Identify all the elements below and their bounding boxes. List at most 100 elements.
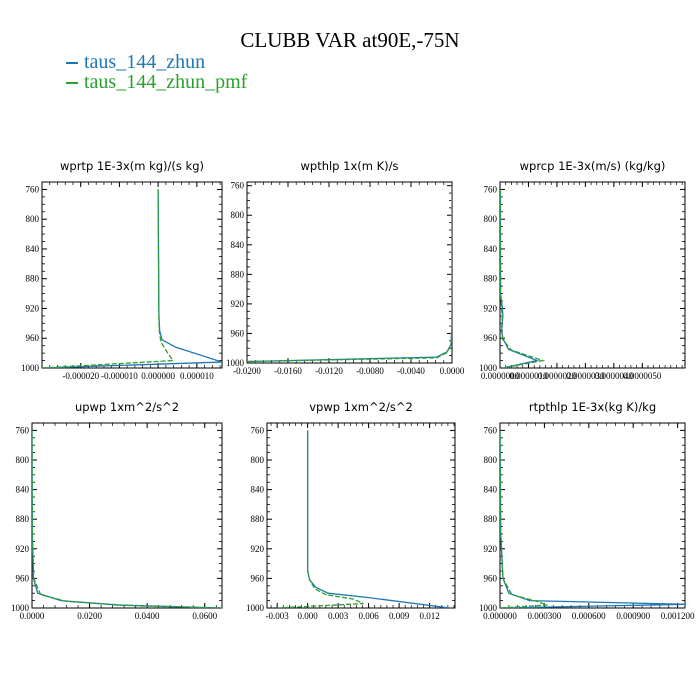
chart-title-3: wprcp 1E-3x(m/s) (kg/kg) — [520, 159, 666, 173]
series-line-2 — [32, 430, 222, 608]
y-tick-label: 760 — [251, 425, 265, 435]
y-tick-label: 880 — [26, 274, 40, 284]
y-tick-label: 800 — [251, 455, 265, 465]
legend-label-1: taus_144_zhun — [84, 51, 206, 73]
x-tick-label: 0.0000050 — [623, 371, 662, 381]
y-tick-label: 760 — [26, 184, 40, 194]
y-tick-label: 840 — [16, 485, 30, 495]
chart-panel-1: wprtp 1E-3x(m kg)/(s kg) 760 800 840 880 920 9… — [21, 159, 223, 381]
x-tick-label: 0.0200 — [77, 611, 102, 621]
y-tick-label: 880 — [231, 269, 245, 279]
x-tick-label: -0.003 — [266, 611, 290, 621]
y-tick-label: 760 — [231, 181, 245, 191]
y-tick-label: 1000 — [226, 358, 245, 368]
y-tick-label: 840 — [231, 240, 245, 250]
y-tick-label: 880 — [484, 274, 498, 284]
y-tick-label: 760 — [16, 425, 30, 435]
x-tick-label: 0.0000020 — [538, 371, 577, 381]
x-tick-label: 0.0000 — [20, 611, 45, 621]
series-line-1 — [247, 185, 452, 363]
series-line-2 — [500, 430, 548, 608]
series-line-2 — [247, 185, 452, 363]
x-tick-label: 0.0000040 — [595, 371, 634, 381]
chart-panel-5: vpwp 1xm^2/s^2 760 800 840 880 920 960 1000-0.0… — [246, 400, 456, 621]
x-tick-label: -0.0080 — [356, 366, 384, 376]
y-tick-label: 840 — [484, 485, 498, 495]
chart-title-6: rtpthlp 1E-3x(kg K)/kg — [529, 400, 656, 414]
plot-frame — [499, 181, 686, 369]
y-tick-label: 880 — [484, 514, 498, 524]
x-tick-label: 0.000000 — [483, 611, 517, 621]
y-tick-label: 880 — [16, 514, 30, 524]
x-tick-label: 0.000 — [298, 611, 319, 621]
chart-panel-2: wpthlp 1x(m K)/s7608008408809209601000-0… — [226, 159, 465, 376]
y-tick-label: 760 — [484, 425, 498, 435]
x-tick-label: 0.0000 — [440, 366, 465, 376]
series-line-1 — [32, 430, 222, 608]
y-tick-label: 960 — [231, 328, 245, 338]
x-tick-label: 0.0400 — [135, 611, 160, 621]
series-line-1 — [42, 189, 222, 368]
chart-title-2: wpthlp 1x(m K)/s — [300, 159, 398, 173]
y-tick-label: 1000 — [246, 603, 265, 613]
y-tick-label: 800 — [26, 214, 40, 224]
chart-panel-6: rtpthlp 1E-3x(kg K)/kg 760 800 840 880 920 960… — [479, 400, 695, 621]
series-line-1 — [306, 430, 451, 608]
plot-frame — [246, 181, 453, 364]
x-tick-label: 0.001200 — [661, 611, 695, 621]
y-tick-label: 800 — [231, 210, 245, 220]
x-tick-label: 0.012 — [419, 611, 439, 621]
plot-frame — [266, 422, 456, 609]
x-tick-label: -0.0120 — [315, 366, 343, 376]
x-tick-label: 0.009 — [389, 611, 410, 621]
y-tick-label: 1000 — [21, 363, 40, 373]
series-line-2 — [277, 430, 364, 608]
x-tick-label: 0.0600 — [192, 611, 217, 621]
y-tick-label: 960 — [484, 333, 498, 343]
legend-item-2: taus_144_zhun_pmf — [66, 72, 247, 92]
y-tick-label: 920 — [231, 299, 245, 309]
y-tick-label: 960 — [251, 573, 265, 583]
x-tick-label: -0.0160 — [274, 366, 302, 376]
x-tick-label: 0.000900 — [616, 611, 650, 621]
x-tick-label: -0.0040 — [397, 366, 425, 376]
y-tick-label: 840 — [251, 485, 265, 495]
figure-title: CLUBB VAR at90E,-75N — [240, 28, 460, 52]
y-tick-label: 920 — [251, 544, 265, 554]
y-tick-label: 920 — [16, 544, 30, 554]
chart-title-5: vpwp 1xm^2/s^2 — [309, 400, 413, 414]
legend-label-2: taus_144_zhun_pmf — [84, 71, 248, 93]
plot-frame — [499, 422, 686, 609]
x-tick-label: 0.0000010 — [509, 371, 548, 381]
y-tick-label: 1000 — [11, 603, 30, 613]
y-tick-label: 960 — [484, 573, 498, 583]
y-tick-label: 840 — [484, 244, 498, 254]
x-tick-label: 0.000600 — [572, 611, 606, 621]
y-tick-label: 920 — [484, 303, 498, 313]
y-tick-label: 880 — [251, 514, 265, 524]
x-tick-label: 0.000000 — [141, 371, 175, 381]
x-tick-label: 0.000010 — [180, 371, 214, 381]
legend-item-1: taus_144_zhun — [66, 52, 247, 72]
y-tick-label: 920 — [484, 544, 498, 554]
x-tick-label: 0.003 — [328, 611, 349, 621]
y-tick-label: 840 — [26, 244, 40, 254]
y-tick-label: 960 — [26, 333, 40, 343]
legend-swatch-1 — [66, 62, 78, 65]
chart-title-1: wprtp 1E-3x(m kg)/(s kg) — [60, 159, 204, 173]
plot-frame — [41, 181, 223, 369]
x-tick-label: 0.0000000 — [481, 371, 520, 381]
x-tick-label: -0.0200 — [233, 366, 261, 376]
series-line-2 — [500, 189, 546, 368]
y-tick-label: 800 — [16, 455, 30, 465]
chart-title-4: upwp 1xm^2/s^2 — [75, 400, 179, 414]
x-tick-label: 0.0000030 — [566, 371, 605, 381]
y-tick-label: 760 — [484, 184, 498, 194]
y-tick-label: 1000 — [479, 363, 498, 373]
legend: taus_144_zhun taus_144_zhun_pmf — [66, 52, 247, 92]
x-tick-label: 0.000300 — [528, 611, 562, 621]
y-tick-label: 960 — [16, 573, 30, 583]
legend-swatch-2 — [66, 82, 78, 85]
